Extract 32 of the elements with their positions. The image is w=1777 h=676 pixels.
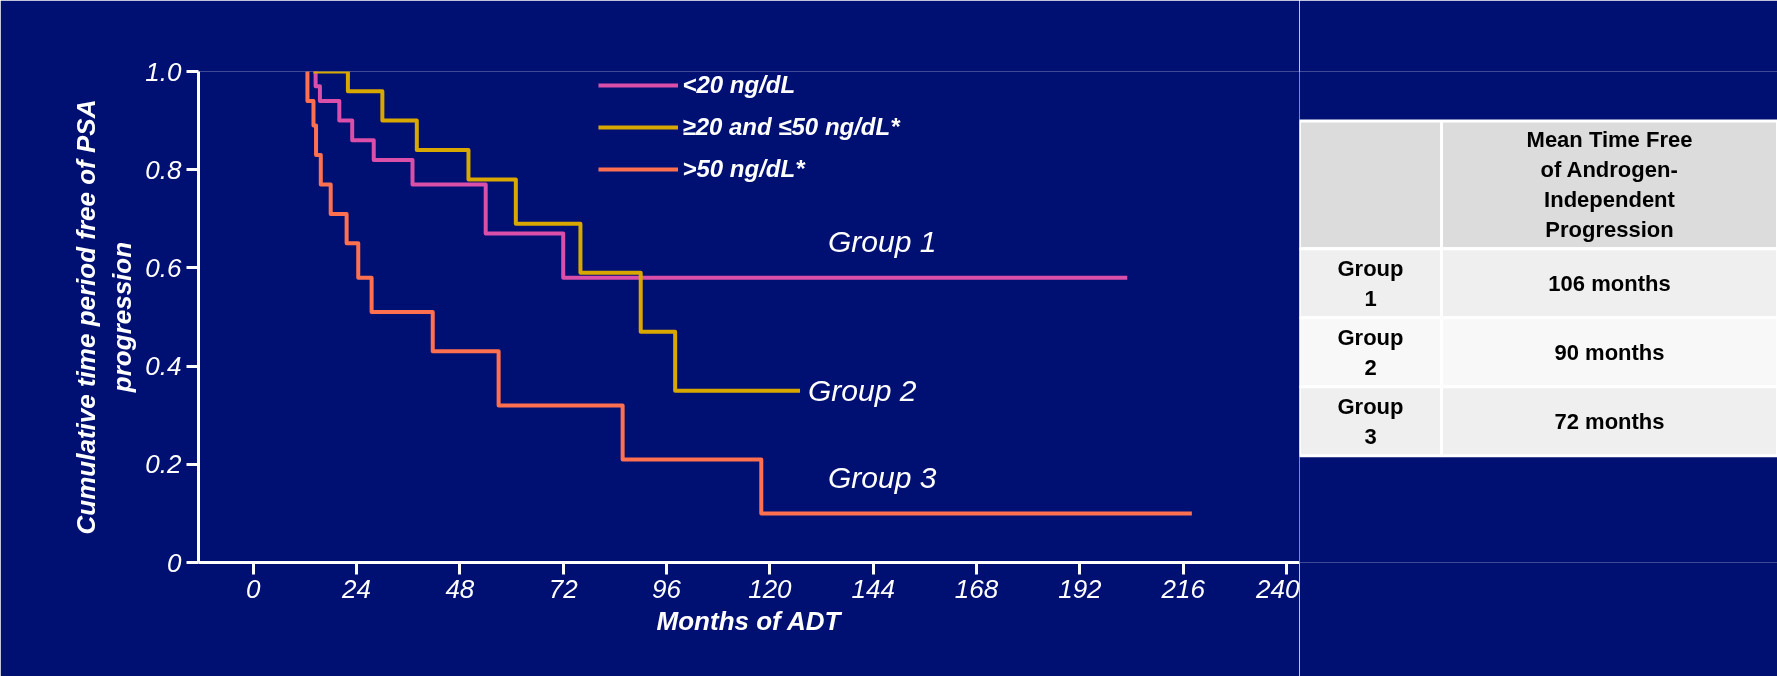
text: Mean Time Free of Androgen-Independent Progression <box>1526 127 1693 243</box>
text: 90 months <box>1554 339 1665 365</box>
legend-label: ≥20 and ≤50 ng/dL* <box>682 113 900 141</box>
text: Group 2 <box>1337 324 1404 380</box>
x-tick-label: 144 <box>851 573 895 604</box>
x-tick-label: 0 <box>245 573 261 604</box>
x-tick-label: 216 <box>1160 573 1206 604</box>
annotation: Group 2 <box>808 374 917 408</box>
x-tick-label: 72 <box>548 573 579 604</box>
annotation: Group 1 <box>828 225 937 259</box>
y-axis-title: Cumulative time period free of PSA progression <box>71 99 138 535</box>
x-tick-label: 192 <box>1058 573 1103 604</box>
legend-label: >50 ng/dL* <box>682 155 805 183</box>
x-tick-label: 240 <box>1255 573 1301 604</box>
x-tick-label: 48 <box>445 573 475 604</box>
y-tick-label: 0.6 <box>145 252 183 283</box>
text: Group 3 <box>1337 393 1404 449</box>
y-tick-label: 0.8 <box>145 154 183 185</box>
y-tick-label: 1.0 <box>145 56 183 87</box>
y-tick-label: 0.4 <box>145 351 182 382</box>
text: 72 months <box>1554 408 1665 434</box>
legend-label: <20 ng/dL <box>682 71 796 99</box>
x-tick-label: 96 <box>652 573 682 604</box>
text: Group 1 <box>1337 255 1404 311</box>
x-axis-title: Months of ADT <box>656 605 843 636</box>
annotation: Group 3 <box>828 460 937 494</box>
y-tick-label: 0.2 <box>145 449 183 480</box>
x-tick-label: 120 <box>748 573 793 604</box>
x-tick-label: 168 <box>954 573 999 604</box>
y-tick-label: 0 <box>167 547 183 578</box>
text: 106 months <box>1548 270 1671 296</box>
x-tick-label: 24 <box>341 573 371 604</box>
